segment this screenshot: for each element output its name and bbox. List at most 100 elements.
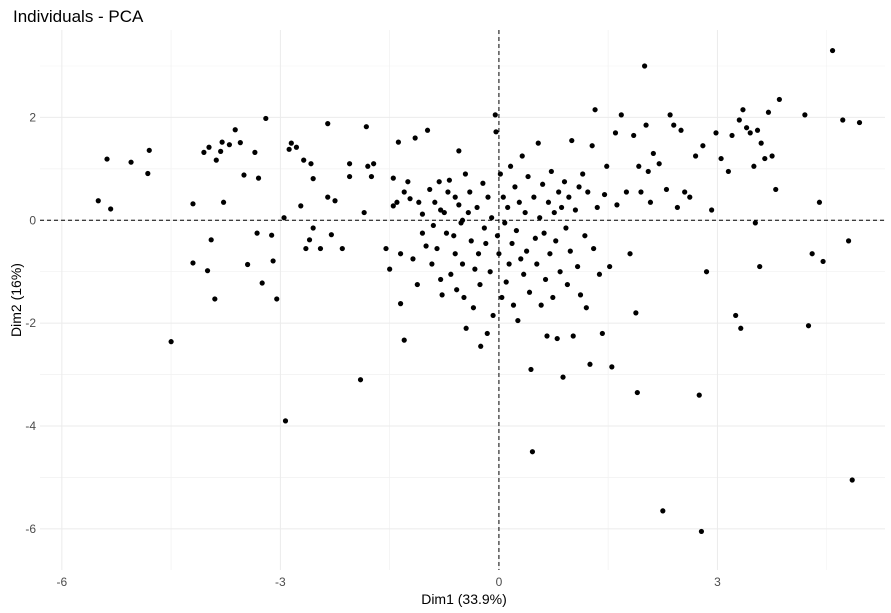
data-point [538, 302, 544, 308]
data-point [293, 144, 300, 150]
data-point [328, 232, 334, 238]
data-point [729, 132, 735, 139]
data-point [454, 287, 460, 293]
x-tick-label: -3 [275, 575, 286, 589]
data-point [269, 232, 275, 238]
data-point [270, 258, 276, 264]
data-point [765, 109, 772, 115]
x-axis-label: Dim1 (33.9%) [421, 591, 507, 607]
data-point [308, 161, 314, 167]
data-point [809, 251, 815, 257]
data-point [503, 279, 509, 285]
data-point [563, 225, 569, 231]
data-point [534, 261, 540, 267]
data-point [427, 186, 433, 193]
data-point [416, 199, 422, 205]
data-point [108, 206, 114, 212]
data-point [213, 157, 219, 163]
data-point [390, 175, 396, 181]
data-point [738, 325, 744, 331]
data-point [532, 235, 538, 241]
data-point [667, 112, 673, 118]
y-tick-label: -6 [25, 522, 36, 536]
data-point [592, 107, 598, 113]
data-point [414, 281, 420, 288]
data-point [489, 215, 495, 221]
data-point [548, 168, 554, 175]
x-axis-ticks: -6 -3 0 3 [57, 575, 722, 589]
gridlines [40, 30, 885, 570]
data-point [736, 117, 742, 123]
chart-title: Individuals - PCA [13, 7, 144, 26]
data-point [281, 215, 287, 221]
data-point [492, 112, 498, 118]
data-point [698, 528, 705, 535]
data-point [282, 418, 289, 424]
data-point [430, 222, 436, 229]
data-point [776, 96, 782, 103]
data-point [472, 266, 478, 272]
data-point [456, 148, 462, 154]
data-point [463, 325, 469, 331]
data-point [599, 330, 605, 337]
data-point [104, 156, 110, 162]
data-point [317, 245, 324, 252]
data-point [591, 245, 597, 252]
data-point [521, 271, 527, 277]
data-point [528, 366, 534, 373]
data-point [128, 159, 134, 165]
data-point [490, 312, 496, 319]
data-point [570, 333, 576, 339]
data-point [467, 189, 473, 195]
data-point [557, 269, 563, 275]
data-point [394, 199, 400, 205]
data-point [577, 292, 584, 298]
data-point [468, 238, 474, 244]
data-point [443, 230, 450, 236]
data-point [332, 198, 338, 204]
data-point [849, 477, 855, 483]
data-point [660, 508, 666, 514]
data-point [682, 189, 688, 195]
data-point [623, 189, 630, 195]
data-point [423, 243, 429, 249]
data-point [459, 217, 466, 223]
data-point [725, 168, 731, 175]
data-point [407, 196, 413, 202]
data-point [526, 289, 533, 295]
data-point [371, 161, 377, 167]
data-point [671, 122, 677, 128]
data-point [481, 225, 487, 231]
y-tick-label: -2 [25, 316, 36, 330]
data-point [566, 194, 572, 200]
data-point [856, 119, 863, 126]
data-point [452, 251, 458, 257]
data-point [429, 261, 435, 267]
data-point [451, 233, 457, 239]
reference-lines [40, 30, 885, 570]
data-point [638, 189, 644, 195]
data-point [190, 260, 196, 266]
data-point [306, 237, 313, 243]
data-point [647, 199, 654, 205]
data-point [678, 127, 684, 133]
data-point [397, 251, 404, 257]
data-point [226, 142, 232, 148]
data-point [390, 203, 396, 209]
data-point [357, 377, 364, 383]
data-point [583, 305, 589, 311]
data-point [751, 163, 757, 169]
data-point [829, 47, 836, 54]
data-point [840, 117, 846, 123]
data-point [212, 296, 218, 302]
data-point [627, 251, 633, 257]
data-point [551, 209, 557, 216]
data-point [397, 301, 404, 307]
data-point [525, 173, 531, 180]
data-point [769, 153, 775, 159]
data-point [700, 143, 706, 149]
data-point [845, 238, 852, 244]
data-point [438, 276, 444, 283]
data-point [687, 194, 693, 200]
data-point [462, 171, 469, 177]
